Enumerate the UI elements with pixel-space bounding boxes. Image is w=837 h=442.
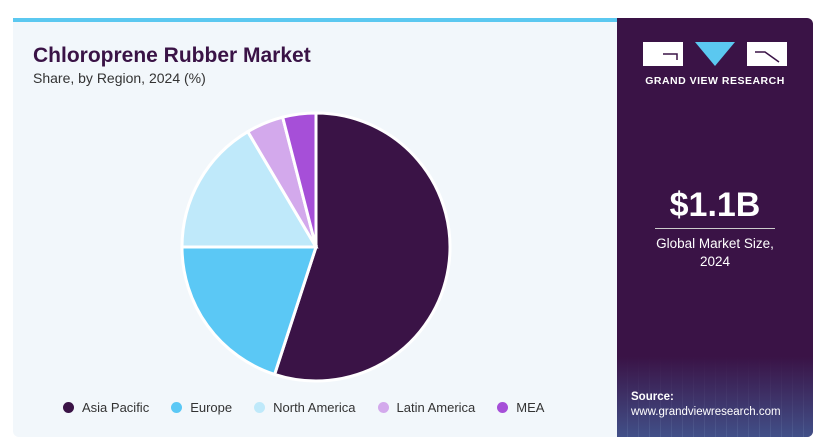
legend-label: Latin America <box>396 400 476 415</box>
legend-item: Europe <box>171 400 232 415</box>
legend-label: North America <box>273 400 356 415</box>
chart-panel: Chloroprene Rubber Market Share, by Regi… <box>13 18 617 437</box>
info-panel: GRAND VIEW RESEARCH $1.1B Global Market … <box>617 18 813 437</box>
legend-swatch <box>63 402 74 413</box>
divider <box>655 228 775 229</box>
pie-slice-north-america <box>180 129 319 249</box>
legend-item: Latin America <box>377 400 476 415</box>
chart-subtitle: Share, by Region, 2024 (%) <box>33 70 206 86</box>
pie-slice-mea <box>280 111 318 248</box>
legend-swatch <box>254 402 266 413</box>
caption-line-1: Global Market Size, <box>656 236 774 251</box>
source-label: Source: <box>631 391 674 403</box>
legend: Asia Pacific Europe North America Latin Ame… <box>63 400 544 415</box>
legend-swatch <box>497 402 509 413</box>
market-size-caption: Global Market Size, 2024 <box>617 235 813 271</box>
legend-swatch <box>377 402 389 413</box>
legend-label: Asia Pacific <box>82 400 150 415</box>
legend-swatch <box>171 402 183 413</box>
source: Source: www.grandviewresearch.com <box>631 390 781 420</box>
grand-view-research-logo <box>643 42 787 66</box>
decorative-grid <box>617 357 813 437</box>
legend-item: Asia Pacific <box>63 400 149 415</box>
pie-slice-asia-pacific <box>272 111 452 383</box>
legend-item: MEA <box>497 400 544 415</box>
brand-name: GRAND VIEW RESEARCH <box>645 75 785 87</box>
pie-slice-europe <box>180 245 319 377</box>
caption-line-2: 2024 <box>699 254 731 269</box>
pie-chart <box>180 111 452 383</box>
legend-label: MEA <box>516 400 545 415</box>
chart-title: Chloroprene Rubber Market <box>33 44 311 67</box>
legend-item: North America <box>254 400 356 415</box>
source-url[interactable]: www.grandviewresearch.com <box>631 406 781 418</box>
legend-label: Europe <box>190 400 233 415</box>
market-size-value: $1.1B <box>669 186 761 224</box>
